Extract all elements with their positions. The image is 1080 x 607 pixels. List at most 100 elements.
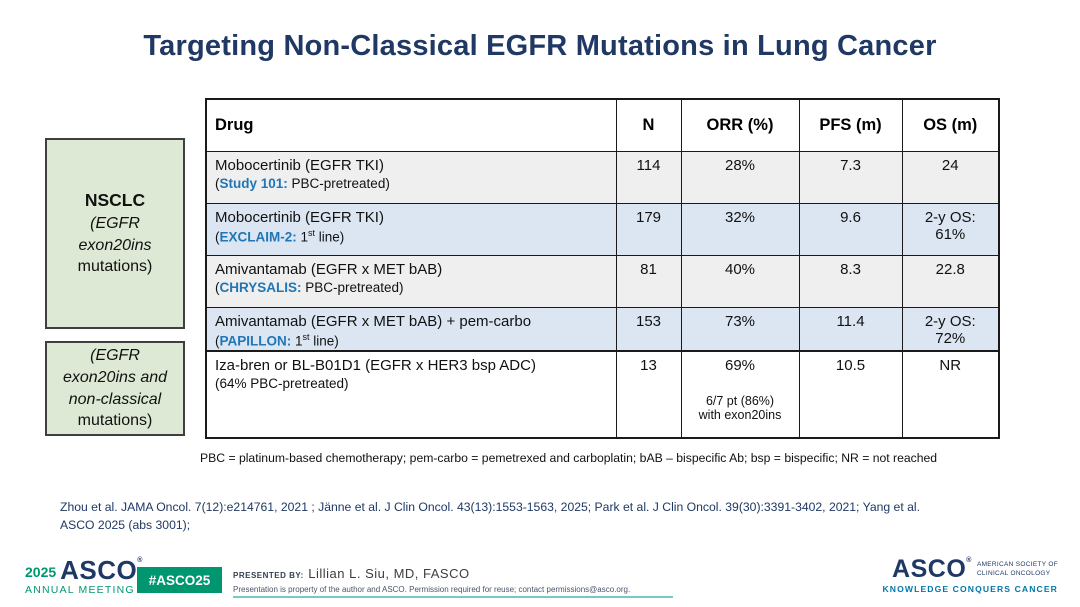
registered-mark-icon: ®	[137, 557, 143, 564]
cell-line: 2-y OS:	[924, 208, 976, 226]
cell-line: 73%	[724, 312, 756, 330]
cell-line: 13	[640, 357, 657, 374]
society-line: AMERICAN SOCIETY OF	[976, 561, 1058, 569]
drug-name: Mobocertinib (EGFR TKI)	[215, 208, 384, 226]
cell-line: 22.8	[935, 260, 965, 278]
presented-by-label: PRESENTED BY:	[233, 571, 304, 580]
column-header: ORR (%)	[680, 98, 800, 152]
column-header: N	[615, 98, 682, 152]
annual-meeting-label: ANNUAL MEETING	[25, 584, 135, 596]
cell-line: 81	[640, 260, 657, 278]
cell-line: 28%	[724, 156, 756, 174]
side-box-line: mutations)	[77, 258, 153, 276]
study-detail: (CHRYSALIS: PBC-pretreated)	[215, 279, 404, 295]
side-box-line: exon20ins	[78, 236, 152, 254]
exon20ins-nonclassical-box: (EGFR exon20ins and non-classical mutations…	[45, 341, 185, 436]
iza-bren-results-table: Iza-bren or BL-B01D1 (EGFR x HER3 bsp AD…	[205, 350, 1000, 439]
n-cell: 13	[615, 350, 682, 439]
cell-line: 2-y OS:	[924, 312, 976, 330]
drug-name: Amivantamab (EGFR x MET bAB) + pem-carbo	[215, 312, 532, 330]
column-header: OS (m)	[901, 98, 1000, 152]
cell-line: 6/7 pt (86%)	[705, 394, 775, 408]
cell-line: 114	[636, 156, 661, 174]
table-row: Mobocertinib (EGFR TKI) (EXCLAIM-2: 1st l…	[205, 202, 1000, 256]
cell-line: 61%	[935, 225, 966, 243]
asco-wordmark: ASCO®	[60, 555, 143, 585]
meeting-year: 2025	[25, 564, 57, 580]
orr-cell: 28%	[680, 150, 800, 204]
cell-line: 32%	[724, 208, 756, 226]
reference-line: Zhou et al. JAMA Oncol. 7(12):e214761, 2…	[60, 500, 920, 514]
os-cell: 24	[901, 150, 1000, 204]
society-line: CLINICAL ONCOLOGY	[976, 569, 1051, 577]
cell-line: 69%	[724, 357, 756, 374]
cell-line: 11.4	[836, 312, 865, 330]
os-cell: 22.8	[901, 254, 1000, 308]
asco-wordmark: ASCO®	[892, 555, 972, 583]
n-cell: 114	[615, 150, 682, 204]
footer-divider	[233, 596, 673, 598]
column-header: PFS (m)	[798, 98, 903, 152]
table-row: Amivantamab (EGFR x MET bAB) (CHRYSALIS: …	[205, 254, 1000, 308]
cell-line: NR	[939, 357, 962, 374]
orr-cell: 32%	[680, 202, 800, 256]
side-box-line: exon20ins and	[62, 368, 168, 386]
cell-line: 7.3	[840, 156, 861, 174]
study-detail: (64% PBC-pretreated)	[215, 376, 349, 391]
cell-line: 179	[635, 208, 662, 226]
pfs-cell: 7.3	[798, 150, 903, 204]
drug-name: Mobocertinib (EGFR TKI)	[215, 156, 384, 174]
references: Zhou et al. JAMA Oncol. 7(12):e214761, 2…	[60, 499, 1050, 534]
orr-cell: 40%	[680, 254, 800, 308]
pfs-cell: 10.5	[798, 350, 903, 439]
table-header-row: Drug N ORR (%) PFS (m) OS (m)	[205, 98, 1000, 152]
asco-logo: ASCO® AMERICAN SOCIETY OF CLINICAL ONCOL…	[882, 555, 1058, 595]
hashtag-badge: #ASCO25	[137, 567, 222, 593]
asco-annual-meeting-logo: 2025 ASCO® ANNUAL MEETING	[25, 557, 143, 596]
table-row: Mobocertinib (EGFR TKI) (Study 101: PBC-p…	[205, 150, 1000, 204]
drug-name: Iza-bren or BL-B01D1 (EGFR x HER3 bsp AD…	[215, 357, 536, 374]
presenter-name: Lillian L. Siu, MD, FASCO	[308, 566, 470, 581]
cell-line: 8.3	[840, 260, 861, 278]
study-detail: (EXCLAIM-2: 1st line)	[215, 227, 345, 245]
cell-line: 153	[635, 312, 662, 330]
drug-cell: Mobocertinib (EGFR TKI) (EXCLAIM-2: 1st l…	[205, 202, 617, 256]
os-cell: 2-y OS: 61%	[901, 202, 1000, 256]
n-cell: 179	[615, 202, 682, 256]
permission-notice: Presentation is property of the author a…	[233, 585, 631, 594]
table-row: Iza-bren or BL-B01D1 (EGFR x HER3 bsp AD…	[205, 350, 1000, 439]
side-box-line: mutations)	[77, 412, 153, 430]
presented-by: PRESENTED BY: Lillian L. Siu, MD, FASCO	[233, 565, 470, 583]
drug-cell: Mobocertinib (EGFR TKI) (Study 101: PBC-p…	[205, 150, 617, 204]
study-detail: (PAPILLON: 1st line)	[215, 331, 339, 349]
cell-line: 24	[941, 156, 959, 174]
nsclc-exon20ins-box: NSCLC (EGFR exon20ins mutations)	[45, 138, 185, 329]
cell-line: 40%	[724, 260, 756, 278]
cell-line: 9.6	[840, 208, 861, 226]
side-box-line: (EGFR	[90, 347, 140, 365]
asco-tagline: KNOWLEDGE CONQUERS CANCER	[882, 584, 1058, 594]
abbreviations-footnote: PBC = platinum-based chemotherapy; pem-c…	[200, 451, 938, 465]
side-box-line: NSCLC	[84, 190, 146, 211]
drug-name: Amivantamab (EGFR x MET bAB)	[215, 260, 443, 278]
drug-cell: Iza-bren or BL-B01D1 (EGFR x HER3 bsp AD…	[205, 350, 617, 439]
cell-line: with exon20ins	[698, 408, 782, 422]
os-cell: NR	[901, 350, 1000, 439]
asco-society-name: AMERICAN SOCIETY OF CLINICAL ONCOLOGY	[977, 561, 1058, 577]
slide-title: Targeting Non-Classical EGFR Mutations i…	[143, 30, 937, 62]
cell-line: 10.5	[835, 357, 866, 374]
pfs-cell: 9.6	[798, 202, 903, 256]
n-cell: 81	[615, 254, 682, 308]
study-detail: (Study 101: PBC-pretreated)	[215, 175, 390, 191]
registered-mark-icon: ®	[966, 557, 972, 564]
side-box-line: (EGFR	[90, 214, 140, 232]
drug-cell: Amivantamab (EGFR x MET bAB) (CHRYSALIS: …	[205, 254, 617, 308]
cell-line	[690, 374, 791, 394]
trial-results-table: Drug N ORR (%) PFS (m) OS (m) Mobocertinib (…	[205, 98, 1000, 360]
column-header: Drug	[205, 98, 617, 152]
cell-line: 72%	[935, 329, 966, 347]
pfs-cell: 8.3	[798, 254, 903, 308]
reference-line: ASCO 2025 (abs 3001);	[60, 517, 191, 532]
orr-cell: 69% 6/7 pt (86%) with exon20ins	[680, 350, 800, 439]
side-box-line: non-classical	[68, 390, 162, 408]
